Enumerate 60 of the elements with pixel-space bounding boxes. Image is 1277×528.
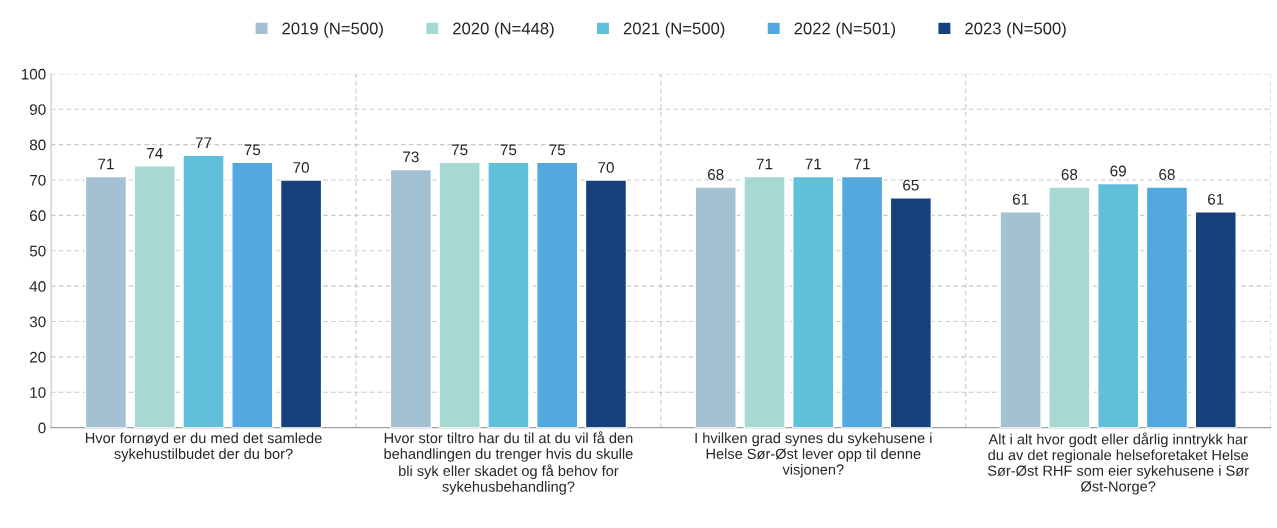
bar: [231, 161, 274, 428]
legend-label: 2022 (N=501): [794, 22, 896, 38]
data-label: 75: [549, 144, 566, 156]
data-label: 71: [756, 158, 773, 170]
data-label: 65: [903, 179, 919, 191]
data-label: 77: [195, 137, 212, 148]
legend-label: 2019 (N=500): [282, 22, 383, 38]
legend-label: 2021 (N=500): [623, 22, 725, 38]
bar: [694, 186, 737, 428]
bar: [536, 161, 579, 428]
data-label: 71: [805, 158, 822, 170]
bar: [584, 179, 628, 428]
bar: [840, 175, 884, 428]
data-label: 70: [293, 162, 309, 173]
bar: [792, 175, 835, 428]
bar: [743, 175, 786, 428]
y-tick-label: 100: [21, 68, 46, 80]
legend-label: 2020 (N=448): [453, 22, 554, 38]
data-label: 74: [147, 148, 163, 159]
data-label: 69: [1110, 165, 1126, 177]
y-tick-label: 30: [29, 316, 46, 328]
y-tick-label: 50: [29, 245, 46, 257]
bar: [1096, 182, 1140, 428]
data-label: 61: [1208, 193, 1224, 205]
x-tick-label: Hvor stor tiltro har du til at du vil få den behandlingen du trenger hvis du skulle bli syk eller skadet og få behov for sykehusbehandling?: [384, 431, 633, 495]
y-tick-label: 80: [29, 139, 46, 151]
data-label: 71: [854, 158, 870, 170]
y-tick-label: 20: [30, 351, 46, 363]
y-tick-label: 70: [30, 174, 46, 186]
bar: [133, 165, 176, 428]
y-tick-label: 90: [29, 104, 46, 115]
data-label: 68: [1159, 169, 1175, 180]
data-label: 68: [1061, 169, 1078, 180]
y-tick-label: 40: [29, 281, 46, 292]
bar: [1048, 186, 1091, 428]
data-label: 70: [598, 162, 614, 173]
data-label: 71: [98, 158, 114, 170]
x-tick-label: I hvilken grad synes du sykehusene i Helse Sør-Øst lever opp til denne visjonen?: [695, 432, 932, 478]
bar: [279, 179, 323, 428]
bar: [1145, 186, 1189, 428]
data-label: 73: [403, 151, 419, 163]
bar: [389, 168, 433, 428]
data-label: 68: [708, 169, 724, 180]
bar: [84, 175, 128, 428]
legend-label: 2023 (N=500): [965, 22, 1066, 38]
bar: [999, 211, 1042, 428]
y-tick-label: 0: [38, 422, 46, 434]
bar: [889, 197, 933, 428]
bar: [487, 161, 530, 428]
x-tick-label: Hvor fornøyd er du med det samlede sykehustilbudet der du bor?: [85, 432, 322, 462]
x-tick-label: Alt i alt hvor godt eller dårlig inntrykk har du av det regionale helseforetaket Helse Sør-Øst RHF som eier sykehusene i Sør Øst-Norge?: [987, 432, 1249, 495]
bar: [438, 161, 481, 428]
data-label: 75: [451, 144, 468, 156]
bar: [182, 154, 225, 428]
bar: [1194, 211, 1237, 428]
data-label: 75: [244, 144, 261, 156]
y-tick-label: 60: [30, 210, 46, 222]
data-label: 61: [1012, 193, 1029, 205]
data-label: 75: [500, 144, 517, 156]
y-tick-label: 10: [30, 387, 46, 398]
